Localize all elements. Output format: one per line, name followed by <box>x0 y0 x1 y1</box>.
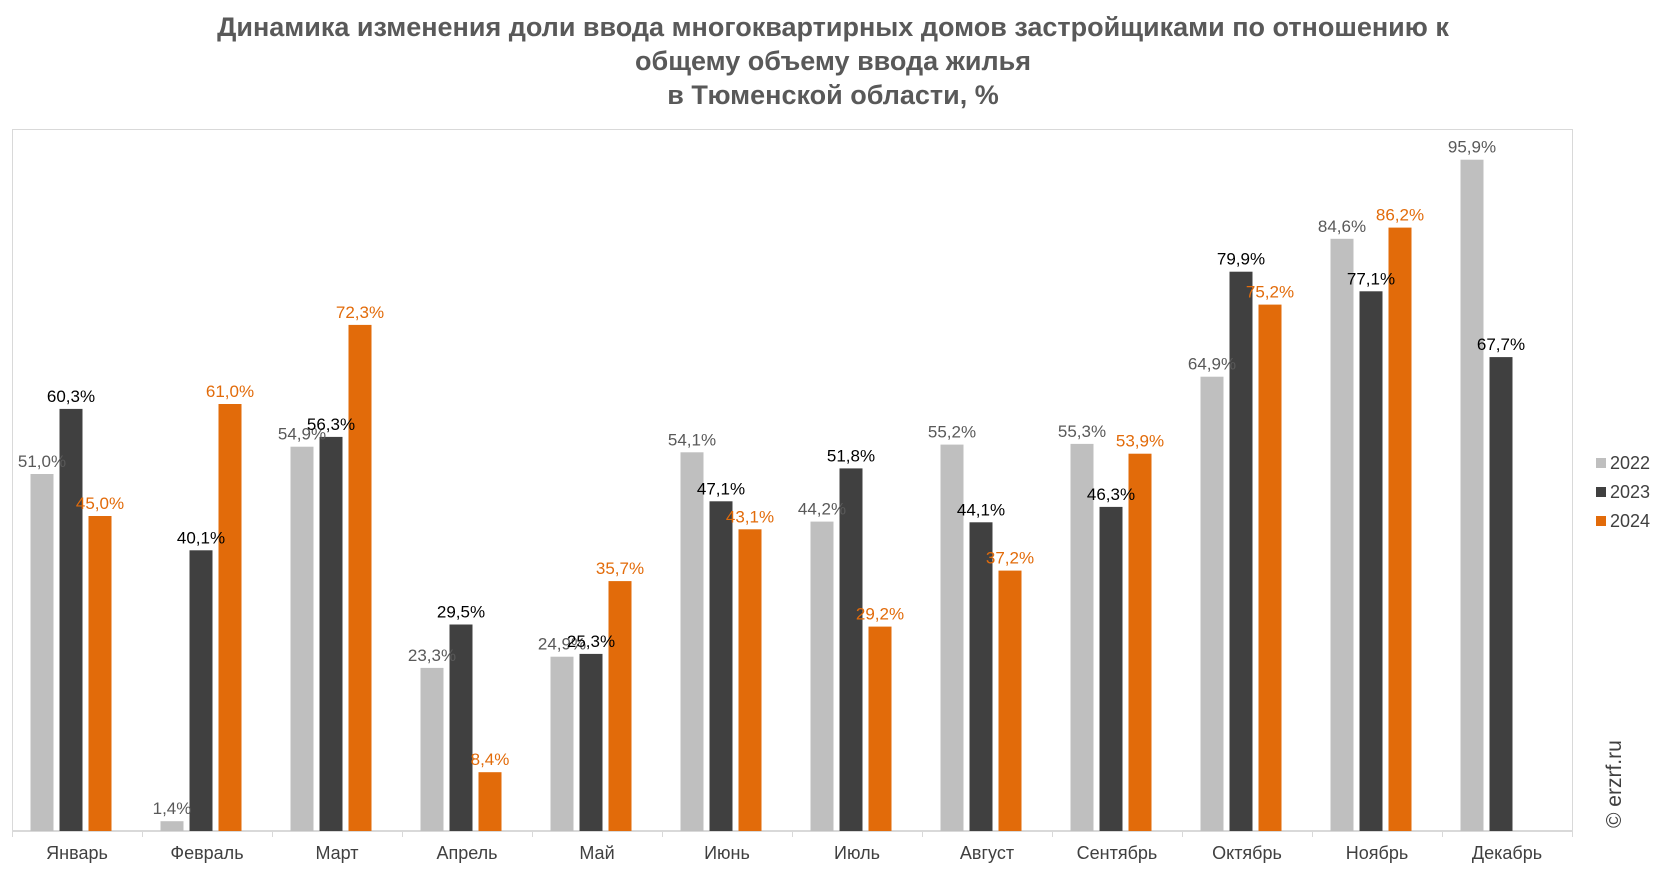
bar-2023-4 <box>449 624 473 831</box>
data-label-2023-2: 40,1% <box>177 528 225 547</box>
data-label-2023-5: 25,3% <box>567 632 615 651</box>
data-label-2024-9: 53,9% <box>1116 432 1164 451</box>
bar-2024-8 <box>998 570 1022 831</box>
data-label-2024-11: 86,2% <box>1376 206 1424 225</box>
bar-2024-6 <box>738 529 762 831</box>
data-label-group: 51,0% 60,3% 45,0% 1,4% 40,1% 61,0% 54,9%56,3% 7… <box>18 138 1525 819</box>
bar-2023-2 <box>189 550 213 831</box>
data-label-2022-3: 54,9% <box>278 425 326 444</box>
plot-area-border <box>12 129 1573 831</box>
data-label-2022-12: 95,9% <box>1448 138 1496 157</box>
legend-label-2024: 2024 <box>1610 511 1651 531</box>
legend-swatch-2024 <box>1596 516 1606 526</box>
data-label-2022-9: 55,3% <box>1058 422 1106 441</box>
bar-2023-11 <box>1359 291 1383 831</box>
bar-group <box>30 159 1513 832</box>
data-label-2023-9: 46,3% <box>1087 485 1135 504</box>
x-axis-label-5: Май <box>579 843 614 863</box>
data-label-2023-7: 51,8% <box>827 446 875 465</box>
bar-2022-9 <box>1070 443 1094 831</box>
data-label-2024-4: 8,4% <box>471 750 510 769</box>
data-label-2022-1: 51,0% <box>18 452 66 471</box>
data-label-2023-11: 77,1% <box>1347 269 1395 288</box>
data-label-2023-3: 56,3% <box>307 415 355 434</box>
legend-label-2022: 2022 <box>1610 453 1651 473</box>
x-axis-label-9: Сентябрь <box>1077 843 1158 863</box>
bar-2022-12 <box>1460 159 1484 831</box>
bar-2022-3 <box>290 446 314 831</box>
bar-2023-6 <box>709 501 733 831</box>
bar-2022-6 <box>680 452 704 831</box>
bar-2023-7 <box>839 468 863 831</box>
data-label-2022-11: 84,6% <box>1318 217 1366 236</box>
bar-2023-1 <box>59 408 83 831</box>
legend-swatch-2022 <box>1596 458 1606 468</box>
bar-2022-2 <box>160 821 184 831</box>
data-label-2024-1: 45,0% <box>76 494 124 513</box>
bar-2022-1 <box>30 474 54 831</box>
x-axis-labels: Январь Февраль Март Апрель Май Июнь Июль Август… <box>46 843 1542 863</box>
chart-title-line-3: в Тюменской области, % <box>667 80 999 110</box>
data-label-2022-10: 64,9% <box>1188 355 1236 374</box>
legend-swatch-2023 <box>1596 487 1606 497</box>
bar-2022-8 <box>940 444 964 831</box>
x-axis-ticks <box>12 831 1573 837</box>
bar-2024-5 <box>608 581 632 831</box>
x-axis-label-10: Октябрь <box>1212 843 1282 863</box>
x-axis-label-6: Июнь <box>704 843 750 863</box>
data-label-2022-5: 24,9% <box>538 635 586 654</box>
data-label-2024-10: 75,2% <box>1246 283 1294 302</box>
bar-2024-10 <box>1258 304 1282 832</box>
bar-2022-4 <box>420 667 444 831</box>
chart-title-line-2: общему объему ввода жилья <box>635 46 1031 76</box>
bar-2022-10 <box>1200 376 1224 831</box>
bar-2023-12 <box>1489 357 1513 831</box>
bar-2024-3 <box>348 324 372 831</box>
data-label-2022-8: 55,2% <box>928 423 976 442</box>
data-label-2024-7: 29,2% <box>856 605 904 624</box>
x-axis-label-11: Ноябрь <box>1346 843 1408 863</box>
data-label-2024-2: 61,0% <box>206 382 254 401</box>
data-label-2024-8: 37,2% <box>986 549 1034 568</box>
data-label-2024-6: 43,1% <box>726 507 774 526</box>
data-label-2023-6: 47,1% <box>697 479 745 498</box>
data-label-2024-5: 35,7% <box>596 559 644 578</box>
bar-2024-11 <box>1388 227 1412 832</box>
bar-2022-5 <box>550 656 574 831</box>
data-label-2022-7: 44,2% <box>798 500 846 519</box>
data-label-2022-6: 54,1% <box>668 430 716 449</box>
chart-title: Динамика изменения доли ввода многокварт… <box>0 10 1666 112</box>
x-axis-label-4: Апрель <box>436 843 497 863</box>
bar-2023-3 <box>319 436 343 831</box>
data-label-2023-10: 79,9% <box>1217 250 1265 269</box>
bar-2024-4 <box>478 772 502 831</box>
x-axis-label-8: Август <box>960 843 1014 863</box>
chart-title-line-1: Динамика изменения доли ввода многокварт… <box>217 12 1449 42</box>
data-label-2022-4: 23,3% <box>408 646 456 665</box>
data-label-2023-1: 60,3% <box>47 387 95 406</box>
bar-2024-7 <box>868 626 892 831</box>
data-label-2024-3: 72,3% <box>336 303 384 322</box>
bar-2024-9 <box>1128 453 1152 831</box>
bar-2023-10 <box>1229 271 1253 831</box>
bar-2024-1 <box>88 516 112 831</box>
legend-label-2023: 2023 <box>1610 482 1651 502</box>
data-label-2023-8: 44,1% <box>957 500 1005 519</box>
data-label-2023-4: 29,5% <box>437 603 485 622</box>
bar-2022-7 <box>810 521 834 831</box>
bar-2022-11 <box>1330 238 1354 832</box>
x-axis-label-2: Февраль <box>170 843 243 863</box>
x-axis-label-3: Март <box>315 843 358 863</box>
data-label-2023-12: 67,7% <box>1477 335 1525 354</box>
data-label-2022-2: 1,4% <box>153 799 192 818</box>
x-axis-label-1: Январь <box>46 843 108 863</box>
watermark: © erzrf.ru <box>1603 740 1626 828</box>
bar-2024-2 <box>218 404 242 831</box>
bar-2023-5 <box>579 653 603 831</box>
bar-2023-9 <box>1099 506 1123 831</box>
x-axis-label-12: Декабрь <box>1472 843 1542 863</box>
x-axis-label-7: Июль <box>834 843 880 863</box>
bar-2023-8 <box>969 522 993 831</box>
